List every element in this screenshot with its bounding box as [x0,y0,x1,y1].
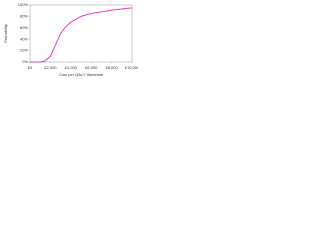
chart: Cost per QALY threshold Probability 0% 20… [3,2,140,77]
y-axis-title: Probability [3,24,8,43]
x-tick-label: £0 [28,65,33,70]
x-axis-title: Cost per QALY threshold [59,72,103,77]
y-tick-label: 80% [20,13,28,18]
x-tick-label: £2,000 [44,65,57,70]
x-tick-label: £6,000 [85,65,98,70]
y-tick-label: 0% [22,59,28,64]
y-tick-label: 40% [20,36,28,41]
y-tick-label: 60% [20,25,28,30]
y-tick-label: 20% [20,48,28,53]
y-tick-label: 100% [18,2,29,7]
plot-frame [29,4,133,63]
line-series [30,7,133,63]
x-tick-label: £4,000 [65,65,78,70]
x-tick-label: £8,000 [105,65,118,70]
x-tick-label: £10,000 [125,65,138,70]
